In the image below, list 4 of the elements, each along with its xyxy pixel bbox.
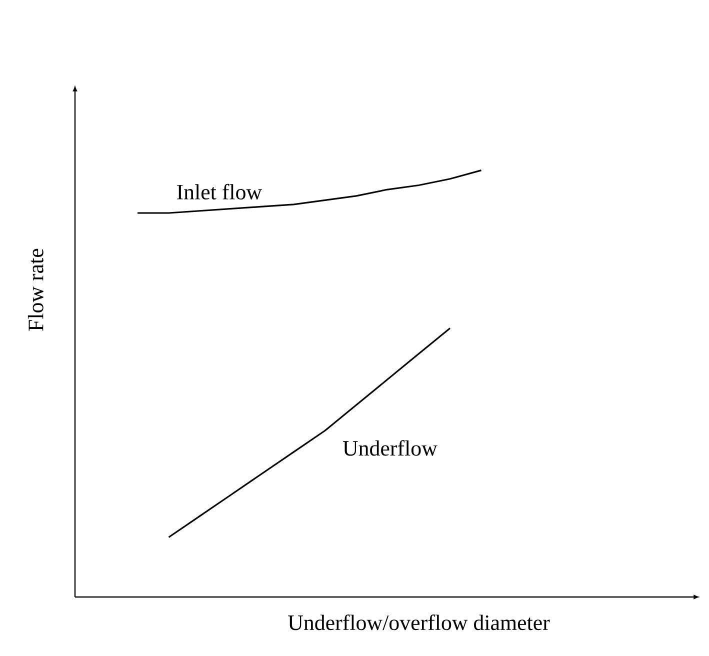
y-axis-title: Flow rate (28, 248, 44, 331)
x-axis-title: Underflow/overflow diameter (288, 614, 550, 630)
series-label: Inlet flow (177, 184, 262, 200)
series-label: Underflow (342, 440, 438, 456)
